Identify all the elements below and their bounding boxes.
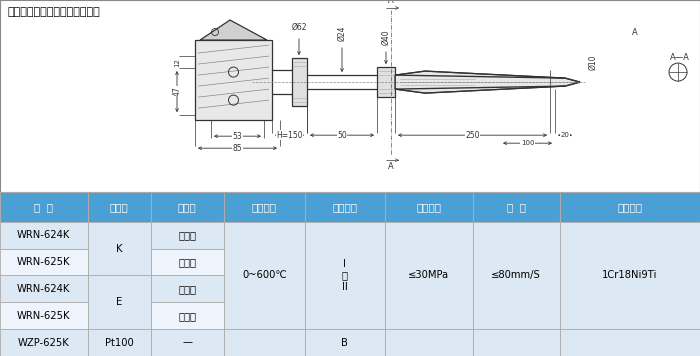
Text: 1Cr18Ni9Ti: 1Cr18Ni9Ti [602,271,658,281]
Text: 接殼式: 接殼式 [178,284,196,294]
Text: 100: 100 [521,140,534,146]
Bar [304,222,385,329]
Bar [473,329,560,356]
Bar [377,67,395,97]
Text: 20: 20 [561,132,569,138]
Bar [0,329,88,356]
Text: H=150: H=150 [276,131,303,140]
Text: WZP-625K: WZP-625K [18,337,69,347]
Polygon shape [200,20,267,40]
Bar [150,302,224,329]
Text: 保護材料: 保護材料 [617,202,643,212]
Text: 接殼式: 接殼式 [178,257,196,267]
Text: A—A: A—A [670,53,690,62]
Text: WRN-625K: WRN-625K [17,311,71,321]
Bar [385,192,473,222]
Text: 精度等級: 精度等級 [332,202,357,212]
Text: Ø10: Ø10 [588,54,597,70]
Bar [150,248,224,276]
Text: 型  號: 型 號 [34,202,53,212]
Text: —: — [182,337,192,347]
Text: 固定錐形保護管熱電偶、熱電阻: 固定錐形保護管熱電偶、熱電阻 [8,7,101,17]
Bar [150,222,224,248]
Bar [224,329,304,356]
Text: 50: 50 [337,131,347,140]
Bar [0,192,88,222]
Bar [473,192,560,222]
Text: Ø62: Ø62 [291,23,307,32]
Bar [88,222,150,276]
Text: Pt100: Pt100 [104,337,134,347]
Bar [292,58,307,106]
Bar [195,40,272,120]
Bar [0,276,88,302]
Text: 53: 53 [232,132,242,141]
Bar [224,192,304,222]
Polygon shape [395,71,580,93]
Text: 47: 47 [172,87,181,96]
Text: A: A [388,0,394,5]
Bar [560,329,700,356]
Text: 0~600℃: 0~600℃ [242,271,286,281]
Text: 工作端: 工作端 [178,202,197,212]
Text: A: A [388,162,394,171]
Bar [385,329,473,356]
Bar [304,329,385,356]
Text: I
或
II: I 或 II [342,259,348,292]
Bar [304,192,385,222]
Bar [560,222,700,329]
Bar [88,276,150,329]
Bar [224,222,304,329]
Bar [88,329,150,356]
Bar [150,276,224,302]
Text: 絕緣式: 絕緣式 [178,230,196,240]
Text: 測量范圍: 測量范圍 [252,202,276,212]
Text: Ø24: Ø24 [337,26,346,41]
Text: K: K [116,244,122,253]
Text: 12: 12 [174,58,180,67]
Text: WRN-624K: WRN-624K [17,284,71,294]
Bar [150,192,224,222]
Bar [150,329,224,356]
Bar [0,222,88,248]
Text: E: E [116,297,122,307]
Text: A: A [632,27,638,37]
Text: 分度號: 分度號 [110,202,128,212]
Bar [0,302,88,329]
Text: Ø40: Ø40 [382,30,391,45]
Text: 公稱壓力: 公稱壓力 [416,202,441,212]
Bar [473,222,560,329]
Text: ≤30MPa: ≤30MPa [408,271,449,281]
Bar [88,192,150,222]
Bar [385,222,473,329]
Text: ≤80mm/S: ≤80mm/S [491,271,541,281]
Bar [560,192,700,222]
Text: 流  速: 流 速 [507,202,526,212]
Text: B: B [342,337,348,347]
Text: WRN-625K: WRN-625K [17,257,71,267]
Text: 85: 85 [232,144,242,153]
Text: 絕緣式: 絕緣式 [178,311,196,321]
Bar [0,248,88,276]
Text: 250: 250 [466,131,480,140]
Text: WRN-624K: WRN-624K [17,230,71,240]
